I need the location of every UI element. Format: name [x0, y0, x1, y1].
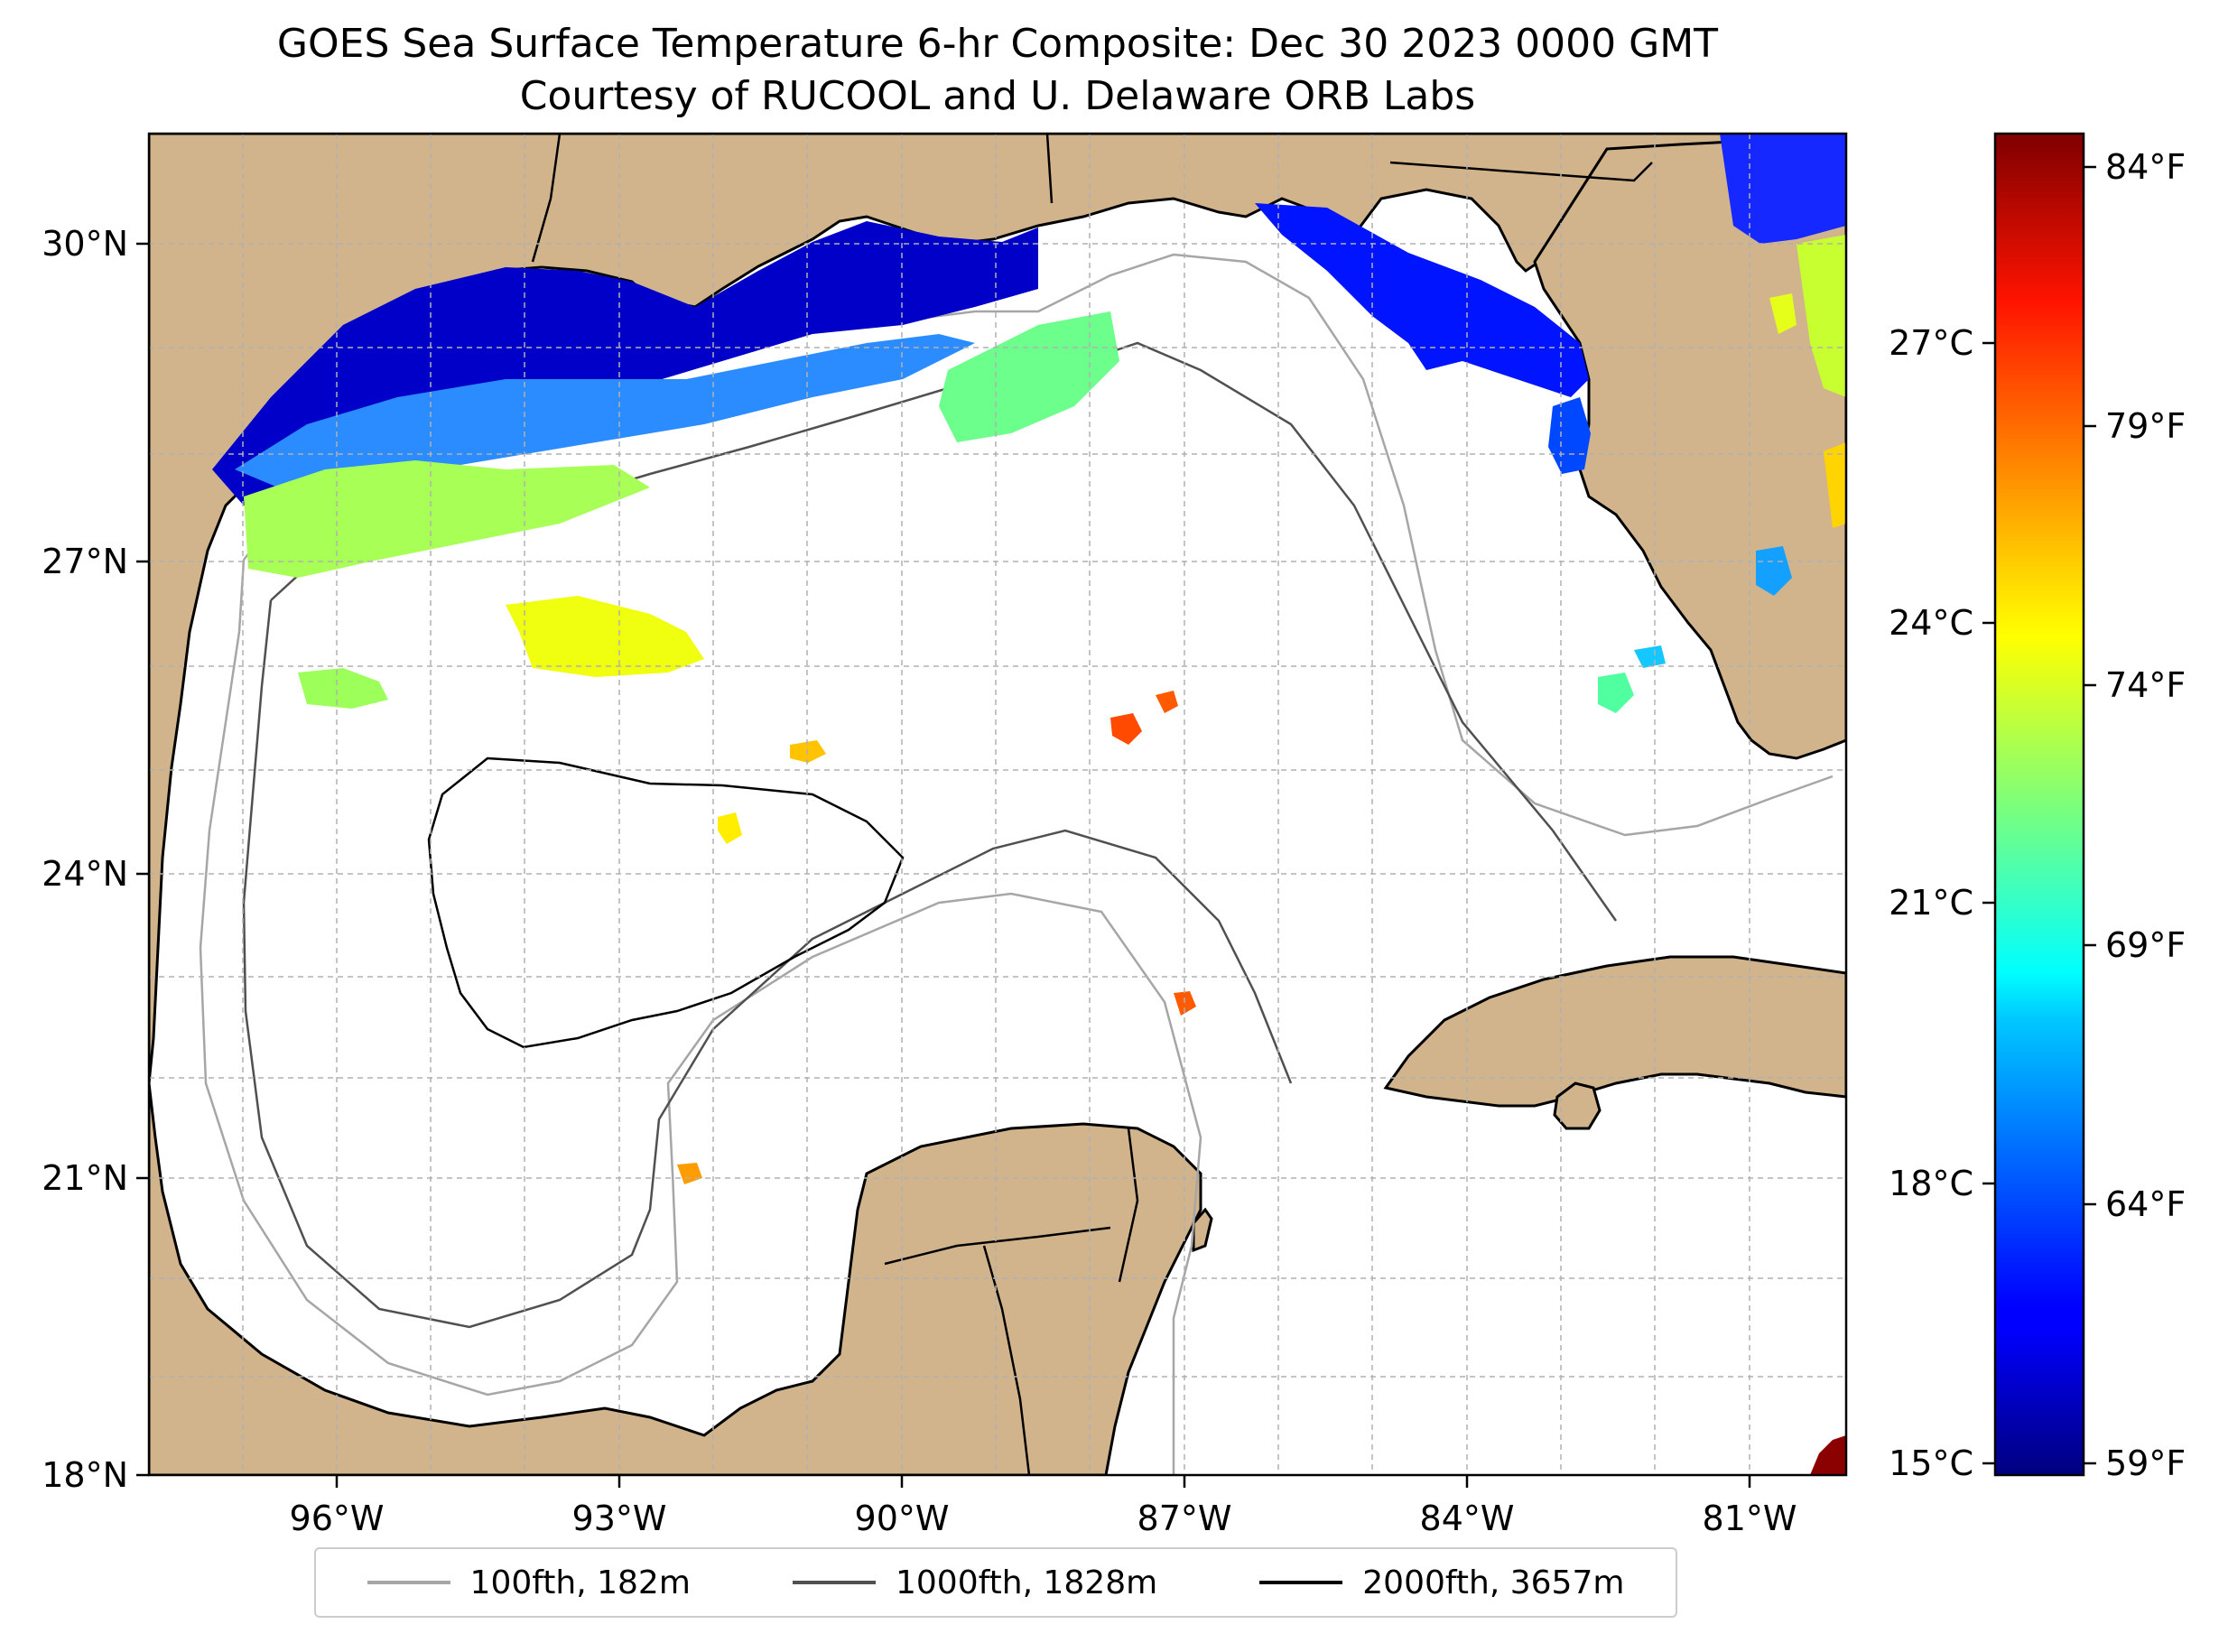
lon-label: 81°W [1703, 1499, 1797, 1538]
sst-yellow-blob [506, 596, 704, 677]
colorbar-fahrenheit-label: 79°F [2105, 406, 2186, 446]
sst-orange-2 [677, 1163, 702, 1184]
border-yucatan-2 [982, 1245, 1031, 1475]
colorbar-celsius-label: 18°C [1889, 1164, 1973, 1203]
map-area [149, 134, 1846, 1475]
bathymetry-legend: 100fth, 182m 1000fth, 1828m 2000fth, 365… [314, 1547, 1677, 1618]
colorbar-celsius-label: 21°C [1889, 883, 1973, 923]
legend-line-icon [367, 1581, 450, 1584]
sst-small-green [298, 668, 388, 709]
contour-1000fth-west [242, 599, 1293, 1329]
lon-label: 93°W [572, 1499, 667, 1538]
borders [531, 134, 1653, 1475]
sst-florida-green [1598, 673, 1634, 713]
sst-florida-lake [1756, 546, 1792, 596]
land-cuba [1383, 955, 1846, 1108]
tick-marks [136, 242, 1751, 1488]
sst-florida-keys-cyan [1634, 645, 1666, 668]
sst-shelf-green [244, 460, 650, 578]
lat-label: 27°N [42, 542, 128, 581]
sst-red-2 [1156, 691, 1178, 713]
legend-label: 100fth, 182m [469, 1564, 691, 1601]
border-tx-la [531, 134, 562, 263]
lat-label: 30°N [42, 224, 128, 264]
colorbar-celsius-label: 15°C [1889, 1443, 1973, 1483]
lon-label: 90°W [855, 1499, 950, 1538]
border-ms-al [1045, 134, 1054, 204]
sst-data [212, 134, 1846, 1184]
colorbar-celsius-label: 27°C [1889, 323, 1973, 363]
sst-shelf-cool [235, 334, 975, 492]
land-honduras-corner [1810, 1435, 1846, 1475]
title-line-2: Courtesy of RUCOOL and U. Delaware ORB L… [519, 73, 1476, 119]
lat-label: 24°N [42, 854, 128, 894]
colorbar-fahrenheit-label: 69°F [2105, 925, 2186, 965]
lon-label: 96°W [290, 1499, 385, 1538]
lon-labels: 96°W 93°W 90°W 87°W 84°W 81°W [290, 1499, 1797, 1538]
colorbar-fahrenheit-label: 84°F [2105, 147, 2186, 187]
contour-2000fth [427, 756, 905, 1049]
legend-line-icon [793, 1581, 876, 1584]
colorbar-fahrenheit-label: 64°F [2105, 1184, 2186, 1224]
colorbar-ticks [1982, 165, 2096, 1465]
legend-item-1000fth: 1000fth, 1828m [793, 1564, 1157, 1601]
lon-label: 87°W [1137, 1499, 1232, 1538]
legend-line-icon [1259, 1581, 1343, 1584]
title-line-1: GOES Sea Surface Temperature 6-hr Compos… [276, 21, 1719, 67]
land-cozumel [1192, 1207, 1213, 1253]
sst-atlantic-north [1720, 134, 1846, 244]
sst-atlantic-south [1824, 442, 1846, 528]
sst-florida-panhandle [1255, 203, 1589, 397]
land-us-gulf-coast [149, 134, 1744, 1084]
land-isle-of-youth [1553, 1081, 1602, 1130]
lon-label: 84°W [1420, 1499, 1515, 1538]
contour-100fth-west [199, 559, 1202, 1475]
legend-item-100fth: 100fth, 182m [367, 1564, 691, 1601]
legend-label: 1000fth, 1828m [896, 1564, 1158, 1601]
sst-atlantic-yellow [1769, 293, 1797, 334]
chart-title: GOES Sea Surface Temperature 6-hr Compos… [149, 18, 1846, 123]
colorbar-fahrenheit-label: 74°F [2105, 665, 2186, 705]
colorbar: 27°C 24°C 21°C 18°C 15°C 84°F 79°F 74°F … [1889, 132, 2186, 1483]
border-yucatan-1 [884, 1226, 1111, 1266]
border-fl-ga [1389, 161, 1653, 182]
map-frame [147, 132, 1848, 1477]
lat-label: 21°N [42, 1158, 128, 1198]
legend-item-2000fth: 2000fth, 3657m [1259, 1564, 1624, 1601]
gridlines [149, 134, 1846, 1475]
sst-red-3 [1174, 991, 1196, 1016]
border-yucatan-3 [1118, 1128, 1139, 1283]
colorbar-celsius-label: 24°C [1889, 603, 1973, 643]
legend-label: 2000fth, 3657m [1362, 1564, 1625, 1601]
lat-label: 18°N [42, 1455, 128, 1495]
colorbar-gradient [1993, 132, 2085, 1477]
sst-yellow-small [718, 812, 742, 844]
sst-orange-small [790, 740, 826, 763]
sst-red-1 [1110, 713, 1142, 745]
sst-shelf-mid [939, 311, 1119, 442]
colorbar-fahrenheit-label: 59°F [2105, 1443, 2186, 1483]
sst-atlantic-mid [1797, 235, 1846, 397]
lat-labels: 30°N 27°N 24°N 21°N 18°N [42, 224, 128, 1495]
